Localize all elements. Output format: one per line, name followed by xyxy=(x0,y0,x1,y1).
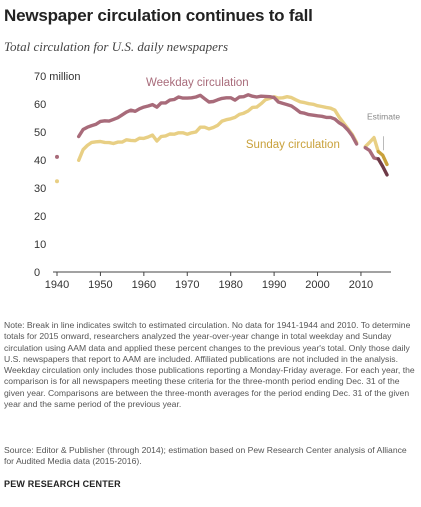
brand-footer: PEW RESEARCH CENTER xyxy=(4,479,121,489)
sunday-series-line xyxy=(77,95,359,162)
x-tick-label: 2000 xyxy=(305,279,329,291)
chart-title: Newspaper circulation continues to fall xyxy=(4,6,313,25)
y-tick-label: 40 xyxy=(34,155,46,167)
line-chart: 0 10 20 30 40 50 60 70 million 1940 1950 1960 1970 1… xyxy=(34,71,400,291)
weekday-series-line xyxy=(77,93,359,146)
sunday-series-label: Sunday circulation xyxy=(246,139,340,151)
y-tick-label: 0 xyxy=(34,267,40,279)
x-tick-label: 1950 xyxy=(88,279,112,291)
y-tick-label: 30 xyxy=(34,183,46,195)
y-tick-label: 50 xyxy=(34,127,46,139)
sunday-point xyxy=(55,179,59,184)
weekday-estimate-line xyxy=(376,157,389,177)
x-tick-label: 1970 xyxy=(175,279,199,291)
chart-subtitle: Total circulation for U.S. daily newspap… xyxy=(4,39,229,54)
sunday-estimate-line xyxy=(376,149,389,167)
y-tick-label: 20 xyxy=(34,211,46,223)
weekday-series-line xyxy=(363,146,380,161)
sunday-series-line xyxy=(363,135,380,154)
weekday-point xyxy=(55,154,59,159)
y-tick-label: 70 million xyxy=(34,71,80,83)
x-tick-label: 1980 xyxy=(218,279,242,291)
x-tick-label: 1960 xyxy=(132,279,156,291)
y-tick-label: 10 xyxy=(34,239,46,251)
estimate-annotation: Estimate xyxy=(367,111,400,121)
x-tick-label: 1940 xyxy=(45,279,69,291)
weekday-series-label: Weekday circulation xyxy=(146,77,249,89)
y-tick-label: 60 xyxy=(34,99,46,111)
chart-note: Note: Break in line indicates switch to … xyxy=(4,320,415,410)
chart-source: Source: Editor & Publisher (through 2014… xyxy=(4,445,407,467)
x-tick-label: 2010 xyxy=(349,279,373,291)
x-tick-label: 1990 xyxy=(262,279,286,291)
